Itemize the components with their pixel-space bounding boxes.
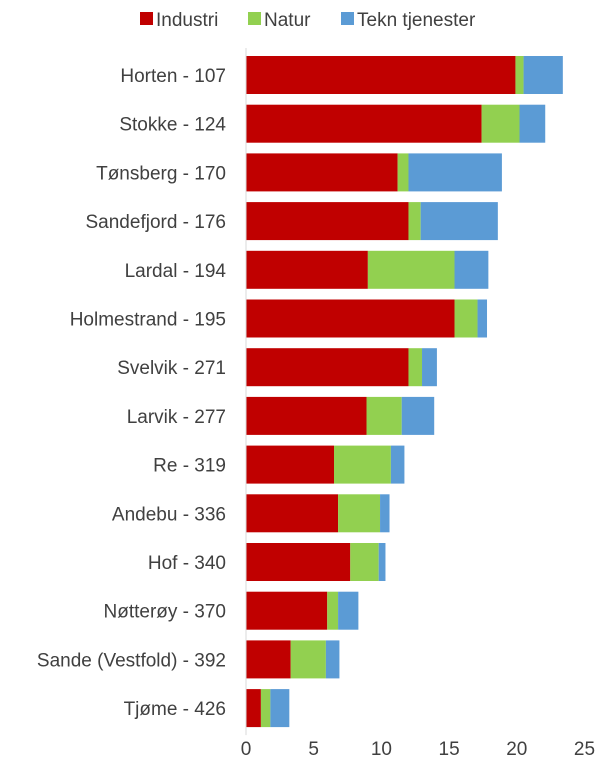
bar-6-0 <box>246 348 409 387</box>
category-label-8: Re - 319 <box>153 456 226 477</box>
bar-10-2 <box>378 543 386 581</box>
bar-6-2 <box>422 348 437 387</box>
bar-7-2 <box>401 396 435 435</box>
bar-5-2 <box>477 299 488 338</box>
bar-10-1 <box>350 543 379 581</box>
bar-11-2 <box>338 591 359 630</box>
category-label-2: Tønsberg - 170 <box>96 163 226 184</box>
category-label-9: Andebu - 336 <box>112 504 226 525</box>
bar-3-1 <box>408 202 421 241</box>
bar-2-2 <box>408 153 502 192</box>
plot-area <box>246 56 563 728</box>
category-label-0: Horten - 107 <box>120 66 226 87</box>
x-tick-label-4: 20 <box>506 739 527 760</box>
category-label-10: Hof - 340 <box>148 553 226 574</box>
bar-8-1 <box>334 445 391 484</box>
category-label-7: Larvik - 277 <box>127 407 226 428</box>
legend-label-2: Tekn tjenester <box>357 10 476 31</box>
legend-label-0: Industri <box>156 10 218 31</box>
bar-5-0 <box>246 299 455 338</box>
bar-10-0 <box>246 543 351 581</box>
bar-12-2 <box>325 640 340 679</box>
bar-4-2 <box>454 250 489 289</box>
bar-9-0 <box>246 494 339 533</box>
legend: Industri Natur Tekn tjenester <box>140 10 476 31</box>
category-label-1: Stokke - 124 <box>119 115 226 136</box>
bar-0-0 <box>246 56 516 94</box>
legend-swatch-2 <box>341 12 354 25</box>
x-tick-label-5: 25 <box>574 739 595 760</box>
bar-4-0 <box>246 250 368 289</box>
category-label-13: Tjøme - 426 <box>124 699 226 720</box>
bar-1-1 <box>481 104 520 143</box>
x-tick-label-0: 0 <box>241 739 252 760</box>
bar-3-2 <box>420 202 498 241</box>
bar-0-1 <box>515 56 524 94</box>
category-label-6: Svelvik - 271 <box>117 358 226 379</box>
category-label-5: Holmestrand - 195 <box>70 310 226 331</box>
bar-1-0 <box>246 104 482 143</box>
bar-12-1 <box>290 640 326 679</box>
legend-label-1: Natur <box>264 10 311 31</box>
bar-5-1 <box>454 299 478 338</box>
category-label-11: Nøtterøy - 370 <box>104 602 226 623</box>
category-label-3: Sandefjord - 176 <box>86 212 227 233</box>
category-label-4: Lardal - 194 <box>125 261 227 282</box>
bar-2-0 <box>246 153 398 192</box>
bar-2-1 <box>397 153 409 192</box>
bar-13-1 <box>260 689 271 728</box>
bar-0-2 <box>523 56 563 94</box>
bar-11-0 <box>246 591 328 630</box>
bar-4-1 <box>367 250 455 289</box>
bar-12-0 <box>246 640 291 679</box>
bar-8-2 <box>390 445 405 484</box>
bar-7-1 <box>366 396 402 435</box>
bar-6-1 <box>408 348 423 387</box>
value-axis: 0 5 10 15 20 25 <box>241 739 595 760</box>
category-axis: Horten - 107 Stokke - 124 Tønsberg - 170 Sa… <box>37 48 247 736</box>
bar-13-0 <box>246 689 261 728</box>
bar-7-0 <box>246 396 367 435</box>
bar-13-2 <box>270 689 290 728</box>
bar-3-0 <box>246 202 409 241</box>
bar-9-2 <box>380 494 390 533</box>
x-tick-label-3: 15 <box>439 739 460 760</box>
bar-11-1 <box>327 591 339 630</box>
category-label-12: Sande (Vestfold) - 392 <box>37 650 226 671</box>
x-tick-label-2: 10 <box>371 739 392 760</box>
bar-8-0 <box>246 445 335 484</box>
x-tick-label-1: 5 <box>308 739 319 760</box>
legend-swatch-1 <box>248 12 261 25</box>
legend-swatch-0 <box>140 12 153 25</box>
bar-9-1 <box>338 494 381 533</box>
bar-1-2 <box>519 104 546 143</box>
